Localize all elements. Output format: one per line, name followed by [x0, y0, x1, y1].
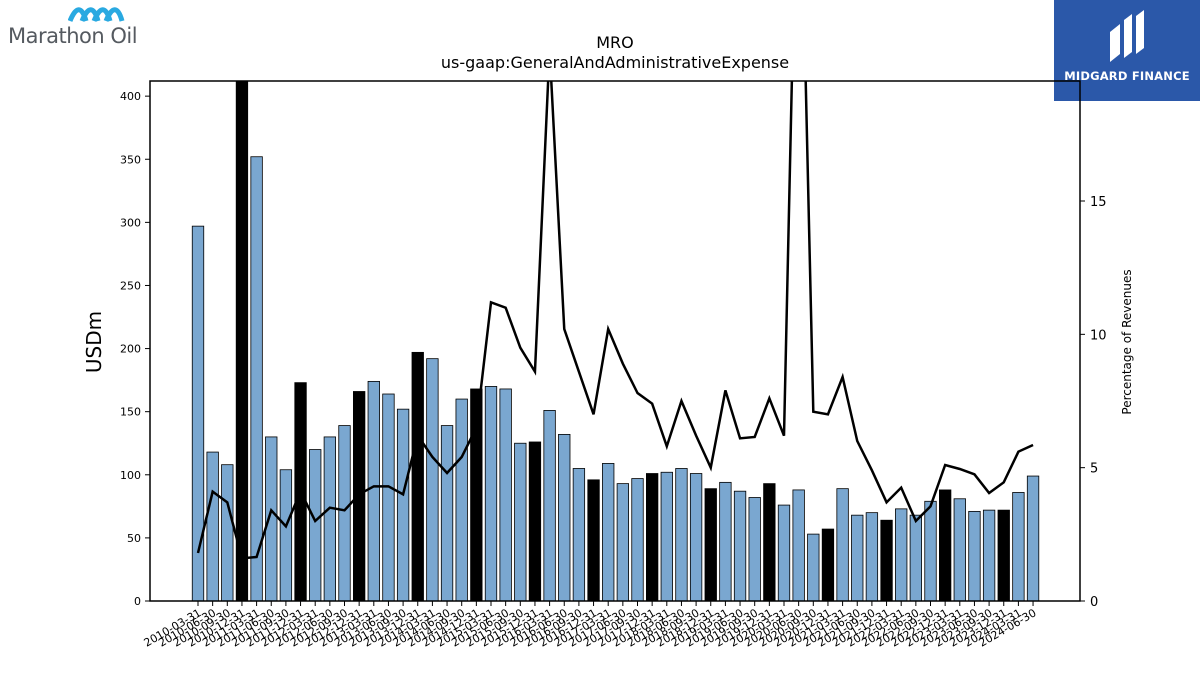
bar-2017-12-31 [646, 473, 659, 601]
marathon-oil-logo: Marathon Oil [6, 6, 156, 52]
midgard-mark-icon [1110, 10, 1144, 62]
y-tick-label: 250 [120, 279, 141, 292]
bar-2014-09-30 [455, 398, 468, 601]
chart-title: MRO [596, 33, 634, 52]
x-axis-ticks: 2010-03-312010-06-302010-09-302010-12-31… [142, 601, 1039, 650]
bar-2011-03-31 [250, 156, 263, 601]
bar-2015-12-31 [528, 441, 542, 601]
bar-2013-03-31 [367, 380, 380, 601]
bar-2012-03-31 [309, 449, 322, 601]
bar-2024-03-31 [1012, 492, 1025, 601]
y-tick-label: 300 [120, 216, 141, 229]
y2-axis-ticks: 0 5 10 15 [1080, 195, 1107, 610]
bar-2018-09-30 [689, 473, 703, 601]
bar-2023-06-30 [968, 510, 981, 601]
bar-2010-03-31 [191, 225, 205, 601]
bar-2010-09-30 [221, 464, 234, 601]
bar-2018-03-31 [660, 471, 673, 601]
bar-2015-06-30 [499, 388, 512, 601]
y-tick-label: 350 [120, 153, 141, 166]
bar-2017-06-30 [616, 483, 629, 601]
bar-2019-06-30 [733, 490, 747, 601]
bar-2012-09-30 [338, 425, 351, 601]
bar-2021-09-30 [865, 512, 879, 601]
y2-axis-label: Percentage of Revenues [1120, 269, 1134, 414]
bar-2013-12-31 [411, 351, 424, 601]
bar-2020-12-31 [821, 528, 835, 601]
bar-2014-03-31 [426, 358, 439, 601]
y2-tick-label: 0 [1090, 595, 1098, 610]
midgard-finance-logo: MIDGARD FINANCE [1054, 0, 1200, 101]
y2-tick-label: 10 [1090, 328, 1107, 343]
bar-2013-06-30 [382, 393, 395, 601]
bar-2024-06-30 [1026, 475, 1040, 601]
bar-2012-12-31 [352, 391, 366, 601]
chart-subtitle: us-gaap:GeneralAndAdministrativeExpense [441, 53, 789, 72]
bar-2018-06-30 [675, 468, 688, 601]
bar-2022-06-30 [909, 514, 922, 601]
bar-2011-06-30 [265, 436, 278, 601]
bar-2019-03-31 [719, 481, 732, 601]
bar-2014-06-30 [440, 425, 454, 601]
y-axis-ticks: 0 50 100 150 200 250 300 350 400 [120, 90, 150, 608]
bar-2016-06-30 [558, 433, 571, 601]
bar-2019-12-31 [763, 483, 776, 601]
left-logo-text: Marathon Oil [8, 24, 138, 48]
y-axis-label: USDm [82, 311, 106, 373]
bar-2016-12-31 [587, 479, 600, 601]
bar-2020-03-31 [777, 504, 791, 601]
bars-group [191, 81, 1040, 601]
plot-frame [149, 80, 1081, 602]
bar-2021-12-31 [880, 519, 893, 601]
bar-2010-06-30 [206, 451, 219, 601]
right-logo-text: MIDGARD FINANCE [1064, 69, 1190, 83]
bar-2022-09-30 [924, 500, 937, 601]
bar-2021-03-31 [836, 488, 849, 601]
y-tick-label: 0 [134, 595, 141, 608]
bar-2020-09-30 [807, 533, 820, 601]
marathon-wave-icon [68, 7, 125, 22]
bar-2022-03-31 [895, 508, 908, 601]
y-tick-label: 50 [127, 532, 141, 545]
bar-2018-12-31 [704, 488, 717, 601]
bar-2010-12-31 [235, 81, 249, 601]
bar-2015-03-31 [484, 386, 498, 601]
y2-tick-label: 15 [1090, 195, 1107, 210]
y2-tick-label: 5 [1090, 462, 1098, 477]
bar-2022-12-31 [939, 489, 952, 601]
bar-2013-09-30 [396, 408, 410, 601]
y-tick-label: 200 [120, 343, 141, 356]
bar-2016-09-30 [572, 468, 586, 601]
bar-2020-06-30 [792, 489, 805, 601]
bar-2019-09-30 [748, 497, 761, 601]
bar-2023-12-31 [997, 509, 1010, 601]
bar-2011-09-30 [279, 469, 293, 601]
bar-2021-06-30 [851, 514, 864, 601]
bar-2017-03-31 [602, 463, 615, 601]
bar-2016-03-31 [543, 410, 556, 601]
ratio-line [196, 81, 1034, 560]
bar-2012-06-30 [323, 436, 337, 601]
bar-2017-09-30 [631, 478, 644, 601]
bar-2023-03-31 [953, 498, 966, 601]
bar-2015-09-30 [514, 442, 527, 601]
y-tick-label: 400 [120, 90, 141, 103]
y-tick-label: 150 [120, 406, 141, 419]
bar-2023-09-30 [982, 509, 996, 601]
y-tick-label: 100 [120, 469, 141, 482]
